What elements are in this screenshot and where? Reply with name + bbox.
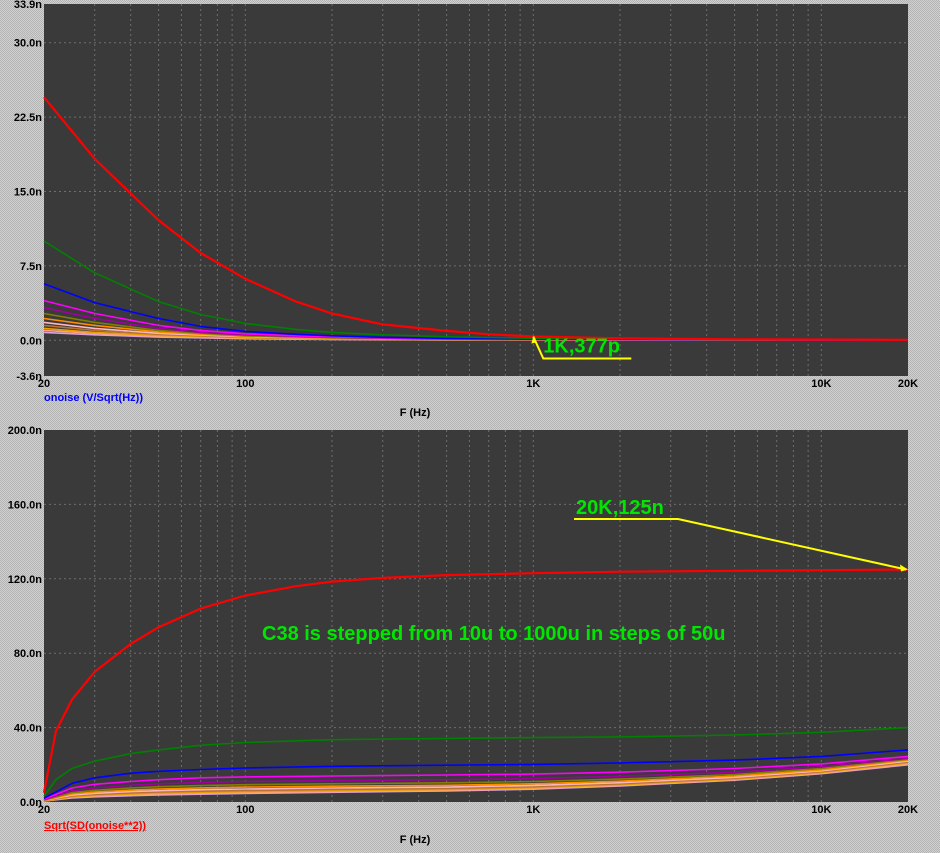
annotation: 1K,377p — [531, 336, 632, 360]
plot-area — [44, 4, 908, 376]
trace-label: Sqrt(SD(onoise**2)) — [44, 820, 146, 832]
y-tick-label: 7.5n — [20, 261, 42, 273]
plot-area — [44, 430, 908, 802]
x-tick-label: 1K — [526, 804, 540, 816]
series-line — [43, 761, 909, 802]
annotation-arrowhead — [531, 336, 537, 344]
y-tick-label: 0.0n — [20, 335, 42, 347]
y-tick-label: 22.5n — [14, 112, 42, 124]
series-line — [43, 240, 909, 341]
stepping-note: C38 is stepped from 10u to 1000u in step… — [262, 623, 725, 645]
annotation-arrowhead — [900, 564, 908, 572]
series-group — [43, 96, 909, 341]
x-tick-label: 100 — [236, 378, 254, 390]
annotation-label: 1K,377p — [543, 336, 620, 358]
y-tick-label: 15.0n — [14, 186, 42, 198]
y-tick-label: 160.0n — [8, 499, 43, 511]
annotation: 20K,125n — [574, 497, 908, 572]
x-tick-label: 20 — [38, 378, 50, 390]
annotation-leader-line — [574, 518, 907, 571]
series-line — [43, 758, 909, 801]
y-tick-label: -3.6n — [16, 371, 42, 383]
grid — [44, 4, 908, 376]
y-tick-label: 80.0n — [14, 648, 42, 660]
annotation-leader-line — [532, 336, 632, 360]
series-line — [43, 749, 909, 800]
x-tick-label: 20K — [898, 378, 918, 390]
grid — [44, 430, 908, 802]
series-line — [43, 762, 909, 802]
x-tick-label: 20 — [38, 804, 50, 816]
x-tick-label: 10K — [811, 804, 831, 816]
series-line — [43, 755, 909, 800]
y-tick-label: 30.0n — [14, 38, 42, 50]
x-axis-title: F (Hz) — [400, 834, 431, 846]
x-tick-label: 1K — [526, 378, 540, 390]
x-axis-title: F (Hz) — [400, 407, 431, 419]
series-line — [43, 726, 909, 797]
series-line — [43, 757, 909, 801]
x-tick-label: 20K — [898, 804, 918, 816]
series-line — [43, 760, 909, 802]
series-line — [43, 759, 909, 802]
series-line — [42, 568, 909, 793]
y-tick-label: 120.0n — [8, 574, 43, 586]
y-tick-label: 0.0n — [20, 797, 42, 809]
x-tick-label: 100 — [236, 804, 254, 816]
y-tick-label: 33.9n — [14, 0, 42, 11]
series-line — [43, 96, 909, 341]
trace-label: onoise (V/Sqrt(Hz)) — [44, 392, 143, 404]
y-tick-label: 200.0n — [8, 425, 43, 437]
series-group — [42, 568, 909, 802]
y-tick-label: 40.0n — [14, 723, 42, 735]
annotation-label: 20K,125n — [576, 497, 664, 519]
x-tick-label: 10K — [811, 378, 831, 390]
